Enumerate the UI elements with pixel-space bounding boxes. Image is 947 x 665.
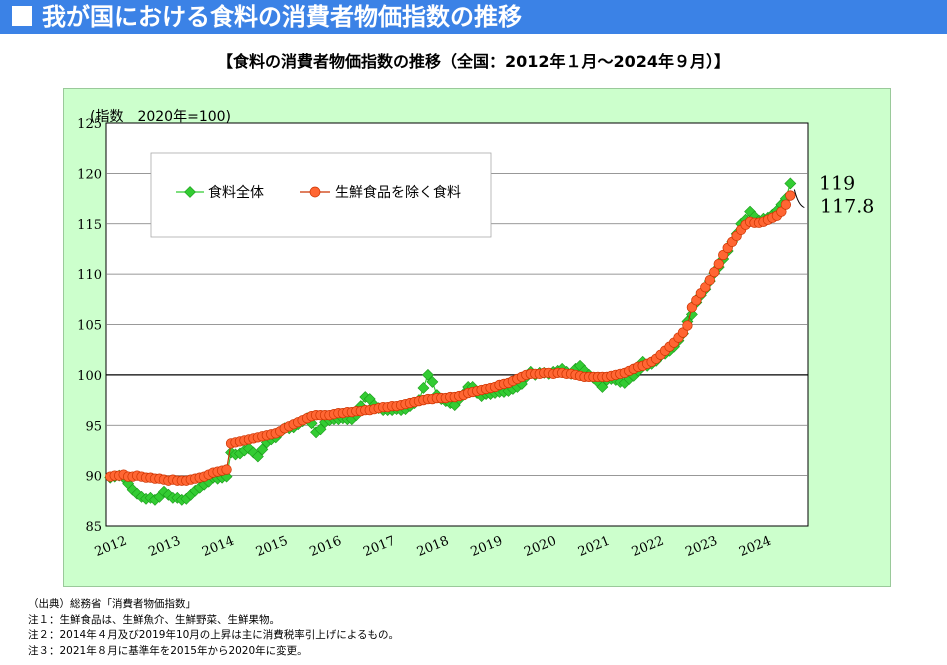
- y-tick-label: 90: [85, 470, 102, 485]
- note-2: 注２：2014年４月及び2019年10月の上昇は主に消費税率引上げによるもの。: [28, 629, 399, 641]
- legend-label-ex-fresh: 生鮮食品を除く食料: [335, 184, 461, 201]
- x-tick-label: 2016: [308, 534, 344, 560]
- annotation-ex-fresh-last: 117.8: [820, 196, 874, 218]
- y-tick-label: 110: [77, 268, 102, 283]
- data-point-ex-fresh: [713, 258, 724, 270]
- page-title: 我が国における食料の消費者物価指数の推移: [42, 3, 522, 31]
- y-tick-label: 95: [85, 419, 102, 434]
- y-tick-label: 125: [77, 117, 102, 132]
- y-tick-label: 115: [77, 218, 102, 233]
- note-1: 注１：生鮮食品は、生鮮魚介、生鮮野菜、生鮮果物。: [28, 613, 280, 626]
- legend-box: [150, 152, 492, 238]
- y-tick-label: 85: [85, 520, 102, 535]
- x-tick-label: 2021: [576, 534, 612, 560]
- annotation-all-food-last: 119: [819, 172, 855, 194]
- data-point-ex-fresh: [780, 199, 792, 210]
- legend-marker-all-food: [184, 186, 196, 198]
- x-tick-label: 2020: [522, 534, 558, 560]
- y-tick-label: 120: [77, 167, 102, 182]
- x-tick-label: 2023: [683, 534, 719, 560]
- x-tick-label: 2015: [254, 534, 290, 560]
- title-banner: 我が国における食料の消費者物価指数の推移: [0, 0, 947, 34]
- x-tick-label: 2017: [361, 534, 397, 560]
- annotation-leader-line: [793, 189, 805, 209]
- legend-marker-ex-fresh: [309, 186, 321, 198]
- legend-label-all-food: 食料全体: [208, 184, 264, 201]
- source-note: （出典）総務省「消費者物価指数」: [28, 598, 196, 610]
- data-point-all-food: [426, 376, 439, 388]
- data-point-ex-fresh: [221, 464, 232, 475]
- data-point-all-food: [596, 381, 609, 393]
- data-point-ex-fresh: [785, 190, 796, 201]
- square-bullet-icon: [12, 6, 32, 26]
- data-point-ex-fresh: [682, 320, 693, 331]
- x-tick-label: 2013: [146, 534, 182, 560]
- data-point-all-food: [784, 177, 797, 190]
- note-3: 注３：2021年８月に基準年を2015年から2020年に変更。: [28, 644, 308, 657]
- chart-area: 85 90 95 100 105 110 115 120 125 (指数 2020年=100) 20…: [63, 88, 891, 587]
- y-tick-label: 105: [77, 319, 102, 334]
- chart-title: 【食料の消費者物価指数の推移（全国：2012年１月～2024年９月）】: [216, 52, 731, 71]
- data-point-all-food: [314, 423, 327, 436]
- data-point-all-food: [417, 382, 430, 394]
- x-tick-label: 2018: [415, 534, 451, 560]
- x-tick-label: 2012: [93, 534, 129, 560]
- y-tick-label: 100: [77, 369, 102, 384]
- data-point-ex-fresh: [709, 266, 720, 278]
- x-tick-label: 2022: [630, 534, 666, 560]
- notes: （出典）総務省「消費者物価指数」 注１：生鮮食品は、生鮮魚介、生鮮野菜、生鮮果物…: [28, 597, 399, 659]
- data-point-all-food: [421, 368, 434, 381]
- x-tick-label: 2019: [469, 534, 505, 560]
- data-point-all-food: [256, 443, 269, 456]
- y-axis-label: (指数 2020年=100): [90, 109, 231, 125]
- cpi-line-chart: 85 90 95 100 105 110 115 120 125(指数 2020年=100) 20…: [77, 109, 874, 560]
- data-point-ex-fresh: [704, 275, 715, 286]
- x-tick-label: 2024: [737, 534, 773, 560]
- x-tick-label: 2014: [200, 534, 236, 560]
- data-point-all-food: [251, 450, 264, 463]
